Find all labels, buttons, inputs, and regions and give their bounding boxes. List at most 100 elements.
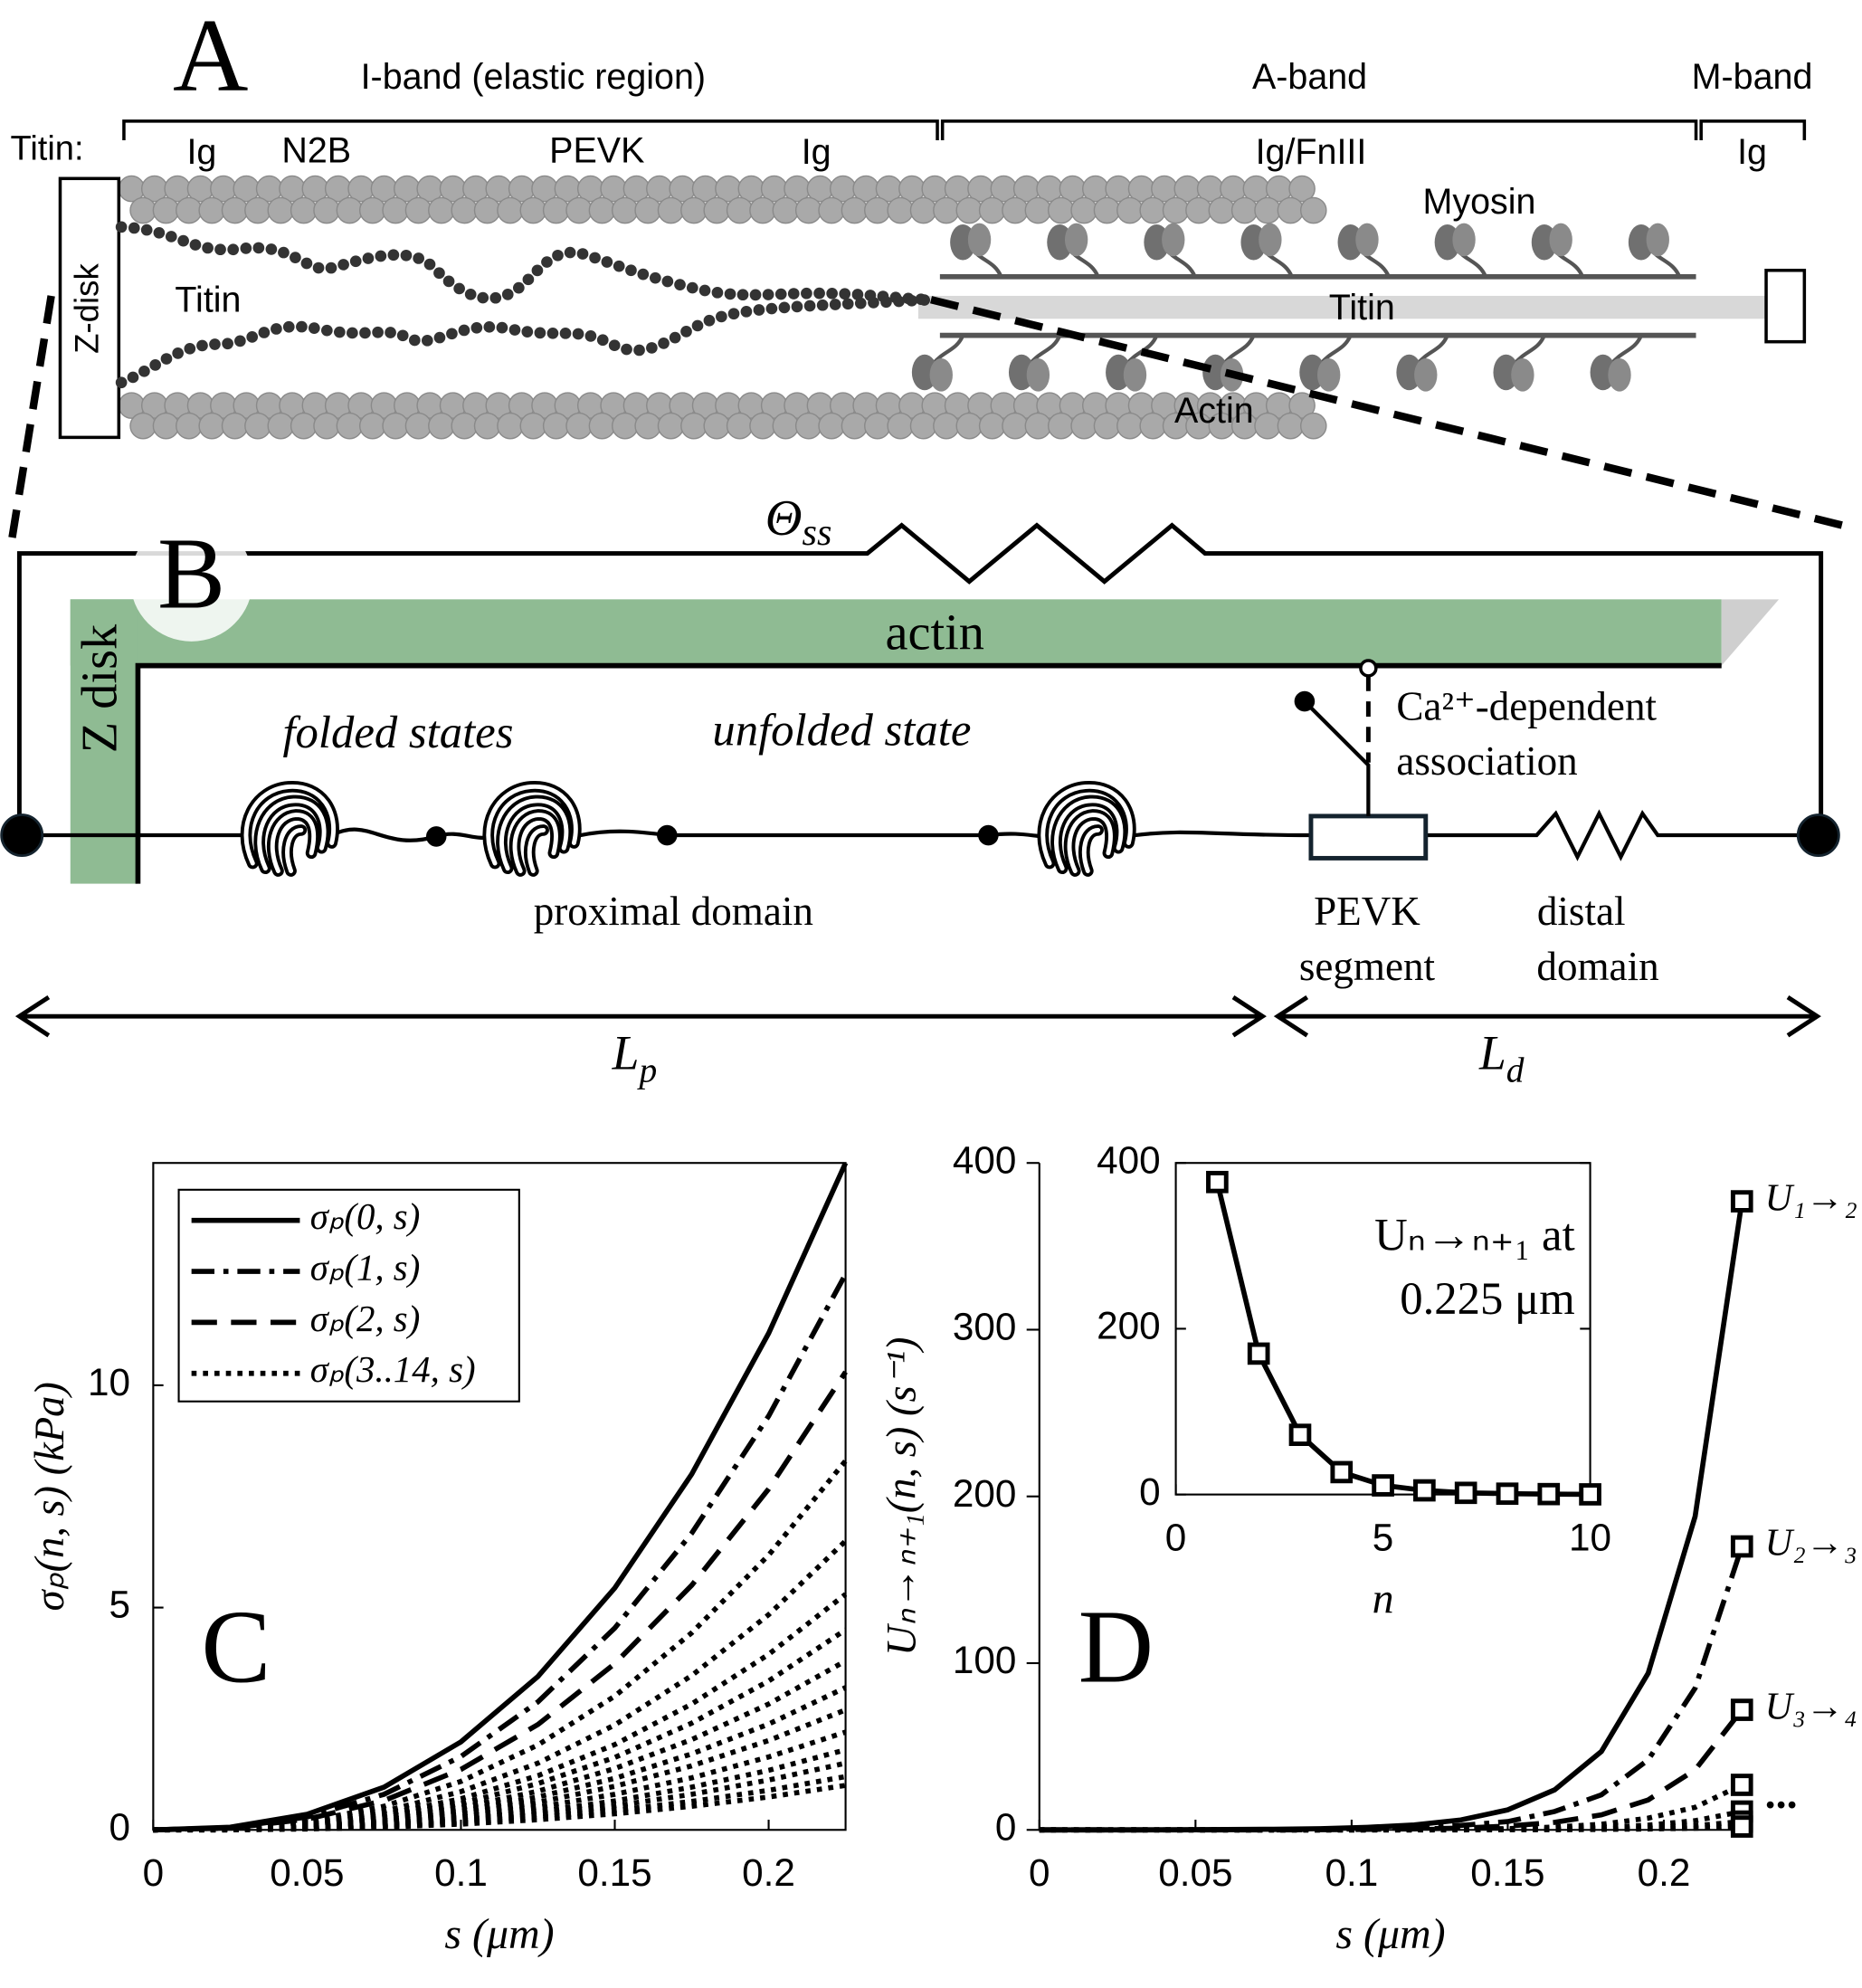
y-tick-label: 400 bbox=[953, 1138, 1017, 1181]
actin-bar bbox=[70, 599, 1722, 666]
actin-bead bbox=[588, 196, 616, 224]
actin-bead bbox=[634, 412, 661, 440]
myosin-head bbox=[1162, 223, 1185, 257]
y-tick-label: 100 bbox=[953, 1639, 1017, 1681]
actin-bead bbox=[565, 412, 593, 440]
data-line bbox=[153, 1370, 848, 1833]
actin-bead bbox=[1024, 412, 1052, 440]
text-label: segment bbox=[1299, 944, 1436, 989]
actin-bead bbox=[1277, 196, 1305, 224]
actin-bead bbox=[129, 412, 157, 440]
actin-bead bbox=[978, 412, 1006, 440]
length-sub: p bbox=[636, 1051, 657, 1090]
actin-bead bbox=[680, 196, 708, 224]
data-point bbox=[1730, 1815, 1753, 1838]
actin-bead bbox=[358, 196, 386, 224]
binding-site bbox=[1359, 659, 1378, 678]
legend-box bbox=[177, 1188, 520, 1403]
myosin-head bbox=[1355, 223, 1379, 257]
actin-filaments bbox=[118, 175, 1327, 440]
myosin-head bbox=[1026, 357, 1050, 392]
actin-bead bbox=[955, 196, 983, 224]
label-halo bbox=[129, 518, 253, 642]
actin-bead bbox=[473, 196, 501, 224]
actin-bead bbox=[451, 412, 479, 440]
actin-bead bbox=[519, 196, 547, 224]
actin-bead bbox=[703, 196, 731, 224]
data-line bbox=[1039, 1823, 1743, 1833]
end-node bbox=[0, 813, 44, 858]
length-label: Ld bbox=[1478, 1026, 1525, 1090]
actin-bead bbox=[1070, 196, 1097, 224]
m-band bbox=[1764, 268, 1807, 344]
actin-bead bbox=[1139, 196, 1167, 224]
annotation: Uₙ→ₙ₊₁ at bbox=[1374, 1209, 1574, 1260]
actin-bead bbox=[519, 412, 547, 440]
actin-bead bbox=[1093, 196, 1121, 224]
actin-bead bbox=[336, 412, 364, 440]
y-tick-label: 0 bbox=[995, 1805, 1017, 1848]
actin-bead bbox=[198, 196, 225, 224]
actin-bead bbox=[818, 196, 845, 224]
actin-bead bbox=[611, 196, 639, 224]
actin-bead bbox=[841, 196, 869, 224]
actin-bead bbox=[497, 412, 524, 440]
x-tick-label: 0 bbox=[1165, 1517, 1187, 1559]
actin-bead bbox=[129, 196, 157, 224]
node bbox=[425, 826, 447, 847]
x-axis-label: n bbox=[1373, 1574, 1394, 1622]
actin-bead bbox=[1277, 412, 1305, 440]
data-point bbox=[1730, 1190, 1753, 1213]
band-label: I-band (elastic region) bbox=[361, 57, 706, 97]
actin-bead bbox=[1139, 412, 1167, 440]
length-label: Lp bbox=[612, 1026, 658, 1090]
myosin-head bbox=[929, 357, 953, 392]
segment-label: Ig bbox=[1737, 132, 1767, 172]
actin-bead bbox=[428, 196, 455, 224]
length-symbol: L bbox=[1478, 1026, 1506, 1080]
actin-bead bbox=[726, 196, 754, 224]
x-tick-label: 0.15 bbox=[1470, 1851, 1544, 1894]
actin-bead bbox=[382, 196, 409, 224]
actin-bead bbox=[176, 196, 203, 224]
annotation: 0.225 μm bbox=[1400, 1273, 1574, 1324]
actin-bead bbox=[1230, 196, 1259, 224]
actin-bead bbox=[221, 196, 249, 224]
actin-bead bbox=[290, 196, 318, 224]
data-line bbox=[153, 1162, 849, 1833]
actin-bead bbox=[818, 412, 845, 440]
actin-label: Actin bbox=[1174, 391, 1254, 431]
end-node bbox=[1796, 813, 1840, 858]
actin-bead bbox=[749, 412, 776, 440]
text-label: association bbox=[1396, 738, 1577, 784]
actin-bead bbox=[1047, 196, 1075, 224]
actin-bead bbox=[749, 196, 776, 224]
actin-bead bbox=[497, 196, 524, 224]
actin-bead bbox=[428, 412, 455, 440]
switch bbox=[1303, 699, 1371, 816]
x-axis-label: s (μm) bbox=[444, 1910, 554, 1958]
x-axis-label: s (μm) bbox=[1335, 1910, 1445, 1958]
data-point bbox=[1537, 1482, 1561, 1506]
passive-spring bbox=[16, 522, 1824, 836]
myosin-heads bbox=[911, 223, 1682, 392]
myosin-head bbox=[1608, 357, 1631, 392]
chart: 0 0.05 0.1 0.15 0.2 0 5 10 σₚ(0, s) σₚ(1, s) σₚ(2,… bbox=[27, 1162, 849, 1958]
myosin-head bbox=[1511, 357, 1534, 392]
length-arrow bbox=[14, 994, 1821, 1038]
actin-bead bbox=[634, 196, 661, 224]
panel-a: A I-band (elastic region) A-band M-band … bbox=[6, 0, 1844, 549]
myosin-head bbox=[1259, 223, 1282, 257]
actin-bead bbox=[152, 196, 180, 224]
pevk-segment bbox=[1308, 813, 1429, 861]
panel-b: Θss B actin Z disk folded states unfolde… bbox=[0, 490, 1840, 1090]
y-tick-label: 300 bbox=[953, 1306, 1017, 1348]
actin-bead bbox=[657, 196, 685, 224]
actin-bead bbox=[588, 412, 616, 440]
x-tick-label: 0 bbox=[143, 1851, 165, 1894]
actin-bead bbox=[473, 412, 501, 440]
myosin-head bbox=[1316, 357, 1341, 392]
actin-bead bbox=[1116, 196, 1144, 224]
